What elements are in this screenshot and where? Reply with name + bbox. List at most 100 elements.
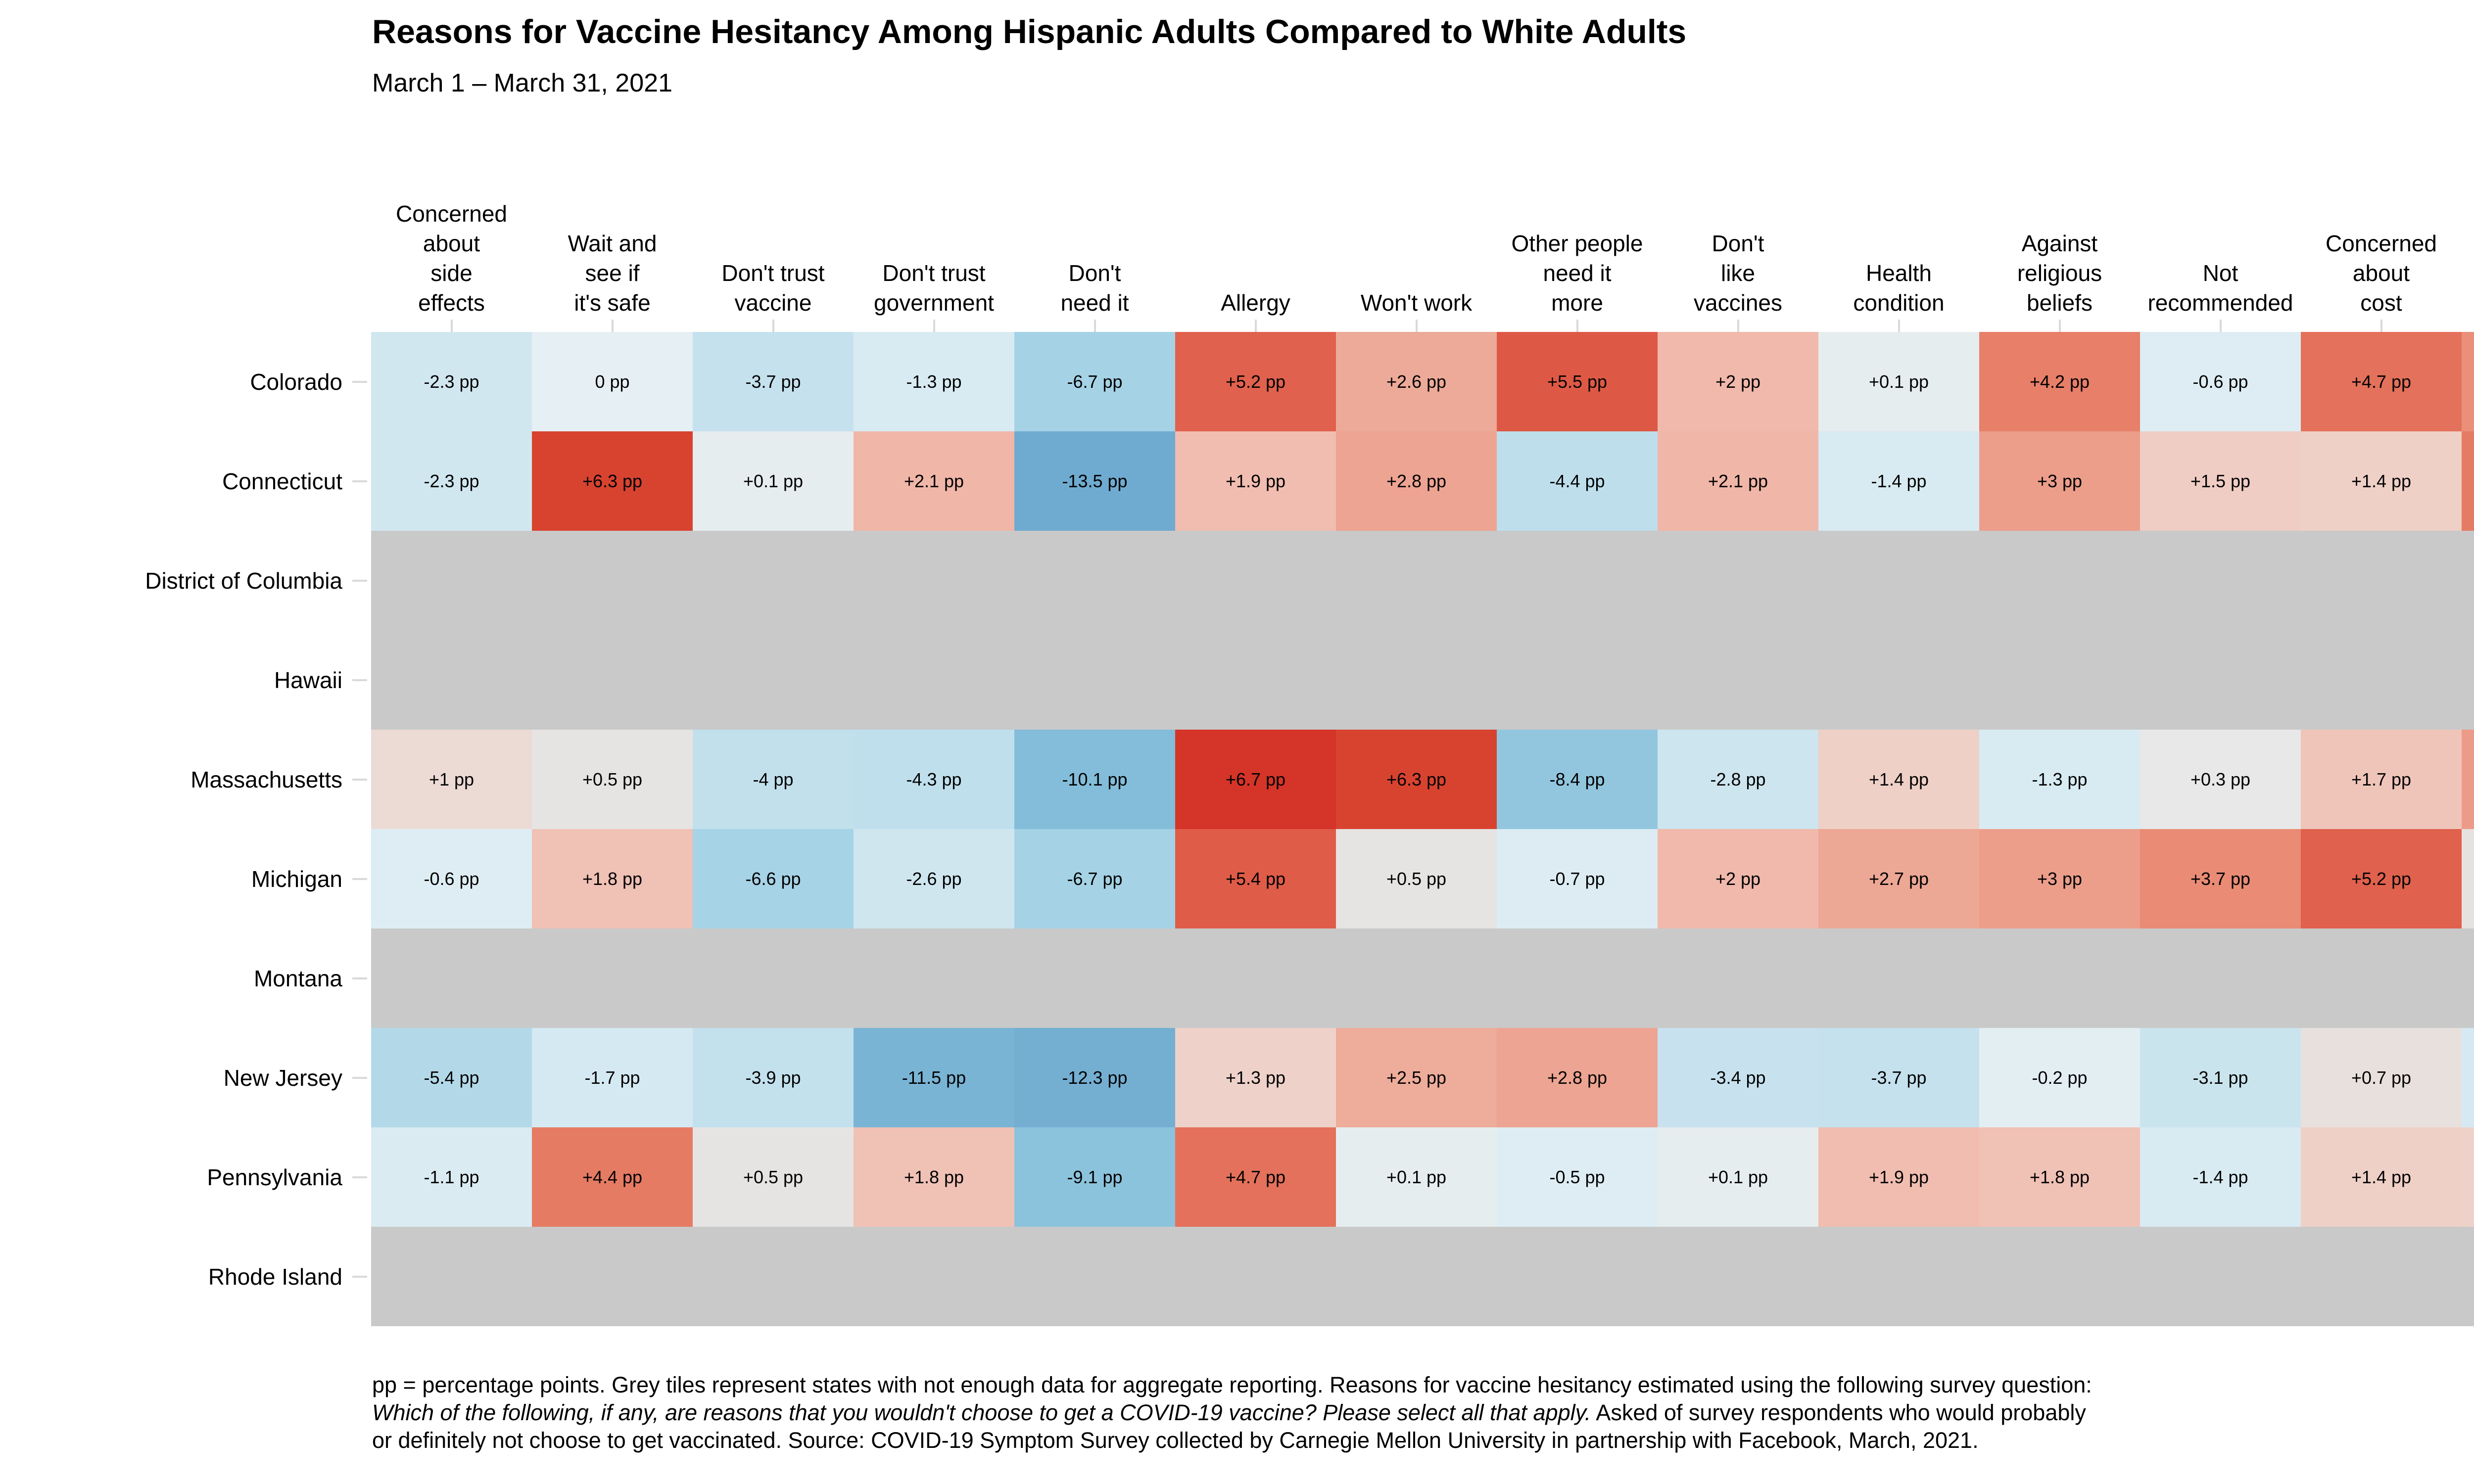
- cell-value: -3.4 pp: [1710, 1067, 1766, 1088]
- heatmap-cell: [2301, 531, 2462, 630]
- heatmap-cell: +4.7 pp: [2301, 332, 2462, 431]
- heatmap-cell: [1818, 630, 1979, 730]
- heatmap-cell: [532, 630, 693, 730]
- column-tick: [2219, 320, 2222, 332]
- heatmap-cell: [371, 630, 532, 730]
- heatmap-cell: +3.5 pp: [2462, 332, 2474, 431]
- heatmap-cell: +5.2 pp: [2301, 829, 2462, 928]
- column-header-line: vaccines: [1694, 290, 1782, 316]
- column-header: Don't like vaccines: [1694, 229, 1782, 318]
- heatmap-grid: -2.3 pp 0 pp -3.7 pp -1.3 pp -6.7 pp +5.2 pp +…: [371, 332, 2474, 1326]
- heatmap-cell: [1175, 531, 1336, 630]
- row-tick-left: [352, 1275, 367, 1278]
- column-tick: [933, 320, 935, 332]
- cell-value: -1.4 pp: [1871, 470, 1927, 491]
- cell-value: +3 pp: [2037, 868, 2083, 889]
- heatmap-cell: -8.4 pp: [1497, 730, 1658, 829]
- row-tick-left: [352, 878, 367, 880]
- heatmap-cell: 0 pp: [532, 332, 693, 431]
- cell-value: -10.1 pp: [1062, 769, 1128, 789]
- column-header-line: beliefs: [2027, 290, 2093, 316]
- heatmap-cell: +2.1 pp: [854, 431, 1014, 531]
- cell-value: +2.8 pp: [1386, 470, 1447, 491]
- cell-value: -4 pp: [753, 769, 794, 789]
- heatmap-cell: [1497, 630, 1658, 730]
- heatmap-cell: +0.1 pp: [1658, 1127, 1818, 1227]
- cell-value: +1.8 pp: [904, 1166, 964, 1187]
- column-tick: [2058, 320, 2061, 332]
- heatmap-cell: +1.7 pp: [2301, 730, 2462, 829]
- row-label: District of Columbia: [145, 567, 342, 594]
- row-labels: Colorado Connecticut District of Columbia H…: [0, 332, 342, 1326]
- footnote-line-3: or definitely not choose to get vaccinat…: [372, 1428, 1979, 1453]
- heatmap-cell: [1336, 531, 1497, 630]
- cell-value: -4.4 pp: [1549, 470, 1605, 491]
- column-header-line: more: [1551, 290, 1603, 316]
- column-header-line: cost: [2360, 290, 2402, 316]
- row-label: New Jersey: [223, 1065, 342, 1091]
- heatmap-cell: [1818, 531, 1979, 630]
- heatmap-cell: -1.4 pp: [1818, 431, 1979, 531]
- heatmap-cell: +4.7 pp: [1175, 1127, 1336, 1227]
- heatmap-cell: [371, 1227, 532, 1326]
- column-header-line: Won't work: [1360, 290, 1473, 316]
- heatmap-cell: [1979, 531, 2140, 630]
- heatmap-cell: [693, 531, 854, 630]
- row-label: Michigan: [251, 866, 342, 892]
- column-header: Don't trust vaccine: [721, 258, 824, 318]
- cell-value: +1.7 pp: [2351, 769, 2412, 789]
- cell-value: -2.8 pp: [1710, 769, 1766, 789]
- cell-value: -1.1 pp: [424, 1166, 479, 1187]
- heatmap-cell: +0.5 pp: [693, 1127, 854, 1227]
- row-label: Massachusetts: [190, 766, 342, 792]
- cell-value: +4.2 pp: [2029, 371, 2090, 392]
- heatmap-cell: [1497, 1227, 1658, 1326]
- heatmap-cell: +1.8 pp: [1979, 1127, 2140, 1227]
- row-tick-left: [352, 977, 367, 979]
- cell-value: -1.3 pp: [906, 371, 962, 392]
- heatmap-cell: +1.8 pp: [532, 829, 693, 928]
- heatmap-cell: -1.3 pp: [854, 332, 1014, 431]
- heatmap-cell: [1979, 1227, 2140, 1326]
- heatmap-cell: -10.1 pp: [1014, 730, 1175, 829]
- cell-value: +2.6 pp: [1386, 371, 1447, 392]
- footnote-line-2-rest: Asked of survey respondents who would pr…: [1591, 1400, 2086, 1425]
- heatmap-cell: -3.4 pp: [1658, 1028, 1818, 1127]
- row-label: Pennsylvania: [207, 1164, 342, 1190]
- footnote: pp = percentage points. Grey tiles repre…: [372, 1371, 2092, 1454]
- cell-value: +1 pp: [428, 769, 475, 789]
- heatmap-cell: +3 pp: [1979, 431, 2140, 531]
- heatmap-cell: [2301, 1227, 2462, 1326]
- heatmap-cell: [2462, 1227, 2474, 1326]
- heatmap-cell: [1979, 630, 2140, 730]
- cell-value: -11.5 pp: [902, 1067, 966, 1088]
- heatmap-cell: -0.6 pp: [371, 829, 532, 928]
- heatmap-cell: +4.2 pp: [1979, 332, 2140, 431]
- cell-value: +0.5 pp: [582, 769, 643, 789]
- cell-value: -1.4 pp: [2192, 1166, 2248, 1187]
- cell-value: +2.7 pp: [1868, 868, 1929, 889]
- heatmap-cell: [2462, 928, 2474, 1028]
- heatmap-cell: [854, 630, 1014, 730]
- column-header-line: side: [430, 260, 473, 286]
- column-header-line: Against: [2021, 231, 2098, 256]
- cell-value: +1.3 pp: [1225, 1067, 1286, 1088]
- cell-value: +1.9 pp: [1868, 1166, 1929, 1187]
- heatmap-cell: -4.3 pp: [854, 730, 1014, 829]
- heatmap-cell: +2 pp: [1658, 332, 1818, 431]
- column-headers: Concerned about side effects Wait and see if i…: [371, 158, 2474, 318]
- heatmap-cell: [1336, 928, 1497, 1028]
- cell-value: +4.7 pp: [1225, 1166, 1286, 1187]
- cell-value: +1.8 pp: [2029, 1166, 2090, 1187]
- column-header-line: it's safe: [574, 290, 651, 316]
- cell-value: +4.4 pp: [582, 1166, 643, 1187]
- cell-value: +5.5 pp: [1547, 371, 1608, 392]
- cell-value: +5.2 pp: [1225, 371, 1286, 392]
- cell-value: -0.6 pp: [2192, 371, 2248, 392]
- heatmap-cell: +1.4 pp: [2301, 431, 2462, 531]
- column-header-line: need it: [1543, 260, 1612, 286]
- cell-value: -6.7 pp: [1067, 868, 1123, 889]
- heatmap-cell: -9.1 pp: [1014, 1127, 1175, 1227]
- heatmap-cell: [1336, 1227, 1497, 1326]
